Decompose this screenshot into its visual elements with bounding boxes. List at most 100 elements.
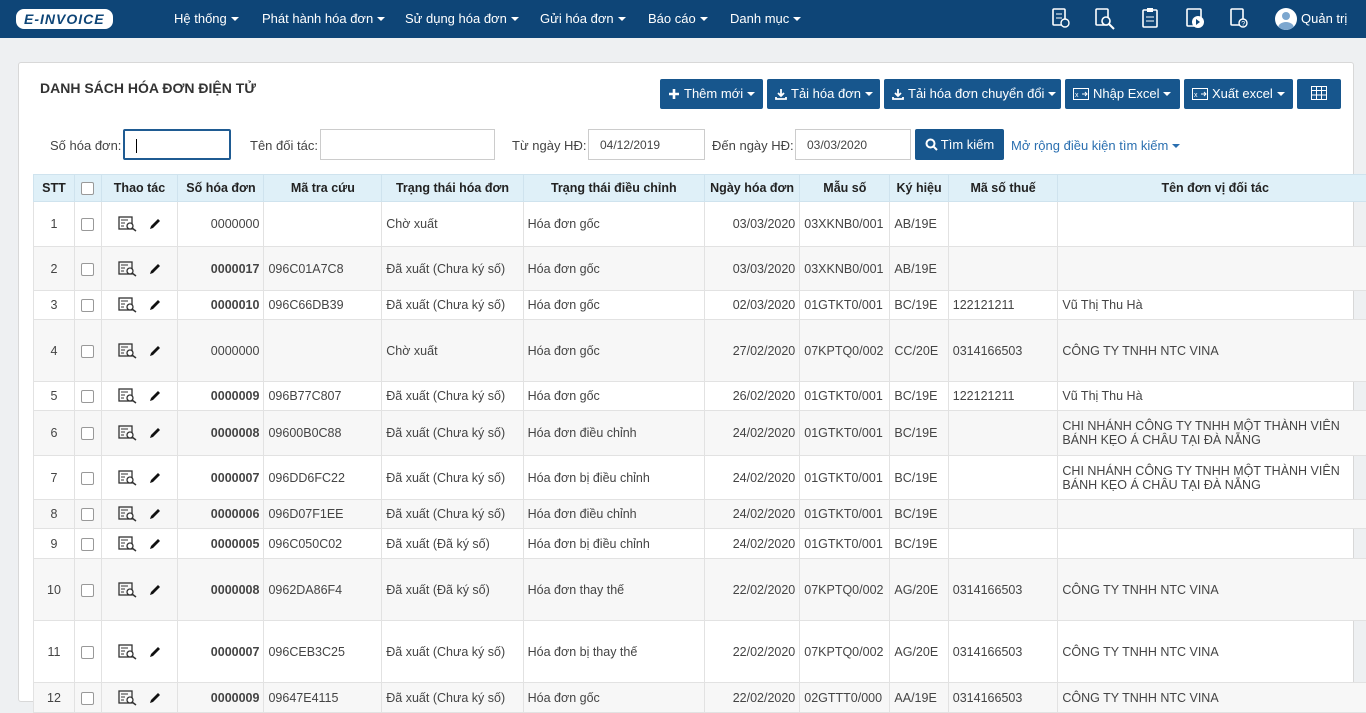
toolbar-button[interactable]: Thêm mới: [660, 79, 763, 109]
form-cell: 07KPTQ0/002: [800, 621, 890, 683]
view-icon[interactable]: [118, 470, 138, 486]
edit-icon[interactable]: [148, 262, 162, 276]
menu-item[interactable]: Gửi hóa đơn: [540, 11, 626, 26]
status-cell: Đã xuất (Chưa ký số): [382, 683, 523, 713]
row-checkbox[interactable]: [81, 345, 94, 358]
edit-icon[interactable]: [148, 426, 162, 440]
adjustment-cell: Hóa đơn gốc: [523, 320, 704, 382]
edit-icon[interactable]: [148, 217, 162, 231]
edit-icon[interactable]: [148, 507, 162, 521]
date-cell: 03/03/2020: [704, 247, 799, 291]
date-cell: 27/02/2020: [704, 320, 799, 382]
search-button[interactable]: Tìm kiếm: [915, 129, 1004, 160]
partner-cell: Vũ Thị Thu Hà: [1058, 291, 1366, 320]
invoice-no-input[interactable]: [123, 129, 231, 160]
date-cell: 22/02/2020: [704, 621, 799, 683]
adjustment-cell: Hóa đơn gốc: [523, 382, 704, 411]
row-checkbox[interactable]: [81, 538, 94, 551]
to-date-input[interactable]: 03/03/2020: [795, 129, 911, 160]
row-checkbox[interactable]: [81, 390, 94, 403]
row-checkbox[interactable]: [81, 508, 94, 521]
view-icon[interactable]: [118, 216, 138, 232]
edit-icon[interactable]: [148, 471, 162, 485]
icon-report[interactable]: ?: [1228, 7, 1250, 29]
edit-icon[interactable]: [148, 645, 162, 659]
menu-item[interactable]: Sử dụng hóa đơn: [405, 11, 519, 26]
status-cell: Đã xuất (Chưa ký số): [382, 291, 523, 320]
button-icon: x: [1073, 88, 1089, 100]
edit-icon[interactable]: [148, 537, 162, 551]
row-checkbox[interactable]: [81, 218, 94, 231]
tax-code-cell: 0314166503: [948, 621, 1058, 683]
row-checkbox[interactable]: [81, 692, 94, 705]
invoice-no-cell: 0000009: [178, 382, 264, 411]
stt-cell: 6: [34, 411, 75, 456]
edit-icon[interactable]: [148, 298, 162, 312]
button-label: Tải hóa đơn chuyển đổi: [908, 86, 1044, 101]
action-cell: [101, 320, 178, 382]
view-icon[interactable]: [118, 582, 138, 598]
row-checkbox[interactable]: [81, 299, 94, 312]
icon-send[interactable]: [1184, 7, 1208, 31]
edit-icon[interactable]: [148, 691, 162, 705]
partner-cell: CÔNG TY TNHH NTC VINA: [1058, 559, 1366, 621]
action-cell: [101, 559, 178, 621]
adjustment-cell: Hóa đơn gốc: [523, 202, 704, 247]
status-cell: Đã xuất (Chưa ký số): [382, 247, 523, 291]
view-icon[interactable]: [118, 644, 138, 660]
menu-item[interactable]: Phát hành hóa đơn: [262, 11, 385, 26]
edit-icon[interactable]: [148, 583, 162, 597]
icon-search-invoice[interactable]: [1093, 7, 1117, 31]
date-cell: 26/02/2020: [704, 382, 799, 411]
icon-invoice[interactable]: [1050, 7, 1072, 29]
view-icon[interactable]: [118, 343, 138, 359]
view-icon[interactable]: [118, 425, 138, 441]
row-checkbox[interactable]: [81, 427, 94, 440]
header-cell: Mã số thuế: [948, 175, 1058, 202]
date-cell: 03/03/2020: [704, 202, 799, 247]
row-checkbox[interactable]: [81, 263, 94, 276]
user-name[interactable]: Quản trị: [1301, 11, 1347, 26]
row-checkbox[interactable]: [81, 584, 94, 597]
from-date-input[interactable]: 04/12/2019: [588, 129, 705, 160]
serial-cell: BC/19E: [890, 291, 948, 320]
invoice-no-cell: 0000005: [178, 529, 264, 559]
date-cell: 22/02/2020: [704, 683, 799, 713]
header-cell: Mẫu số: [800, 175, 890, 202]
icon-clipboard[interactable]: [1140, 7, 1162, 29]
header-cell: Trạng thái điều chỉnh: [523, 175, 704, 202]
view-icon[interactable]: [118, 297, 138, 313]
toolbar-button[interactable]: Tải hóa đơn chuyển đổi: [884, 79, 1061, 109]
column-settings-button[interactable]: [1297, 79, 1341, 109]
row-checkbox[interactable]: [81, 646, 94, 659]
lookup-code-cell: 096C66DB39: [264, 291, 382, 320]
menu-item[interactable]: Báo cáo: [648, 11, 708, 26]
menu-item[interactable]: Danh mục: [730, 11, 801, 26]
menu-item[interactable]: Hệ thống: [174, 11, 239, 26]
edit-icon[interactable]: [148, 344, 162, 358]
lookup-code-cell: 0962DA86F4: [264, 559, 382, 621]
view-icon[interactable]: [118, 506, 138, 522]
view-icon[interactable]: [118, 261, 138, 277]
select-all-checkbox[interactable]: [81, 182, 94, 195]
logo[interactable]: E-INVOICE: [16, 9, 113, 29]
partner-cell: [1058, 247, 1366, 291]
row-checkbox[interactable]: [81, 472, 94, 485]
view-icon[interactable]: [118, 536, 138, 552]
lookup-code-cell: [264, 320, 382, 382]
avatar[interactable]: [1275, 8, 1297, 30]
view-icon[interactable]: [118, 388, 138, 404]
lookup-code-cell: 096B77C807: [264, 382, 382, 411]
edit-icon[interactable]: [148, 389, 162, 403]
view-icon[interactable]: [118, 690, 138, 706]
toolbar-button[interactable]: Tải hóa đơn: [767, 79, 880, 109]
button-label: Thêm mới: [684, 86, 743, 101]
lookup-code-cell: 09647E4115: [264, 683, 382, 713]
partner-input[interactable]: [320, 129, 495, 160]
expand-link[interactable]: Mở rộng điều kiện tìm kiếm: [1011, 138, 1180, 153]
status-cell: Đã xuất (Chưa ký số): [382, 456, 523, 500]
